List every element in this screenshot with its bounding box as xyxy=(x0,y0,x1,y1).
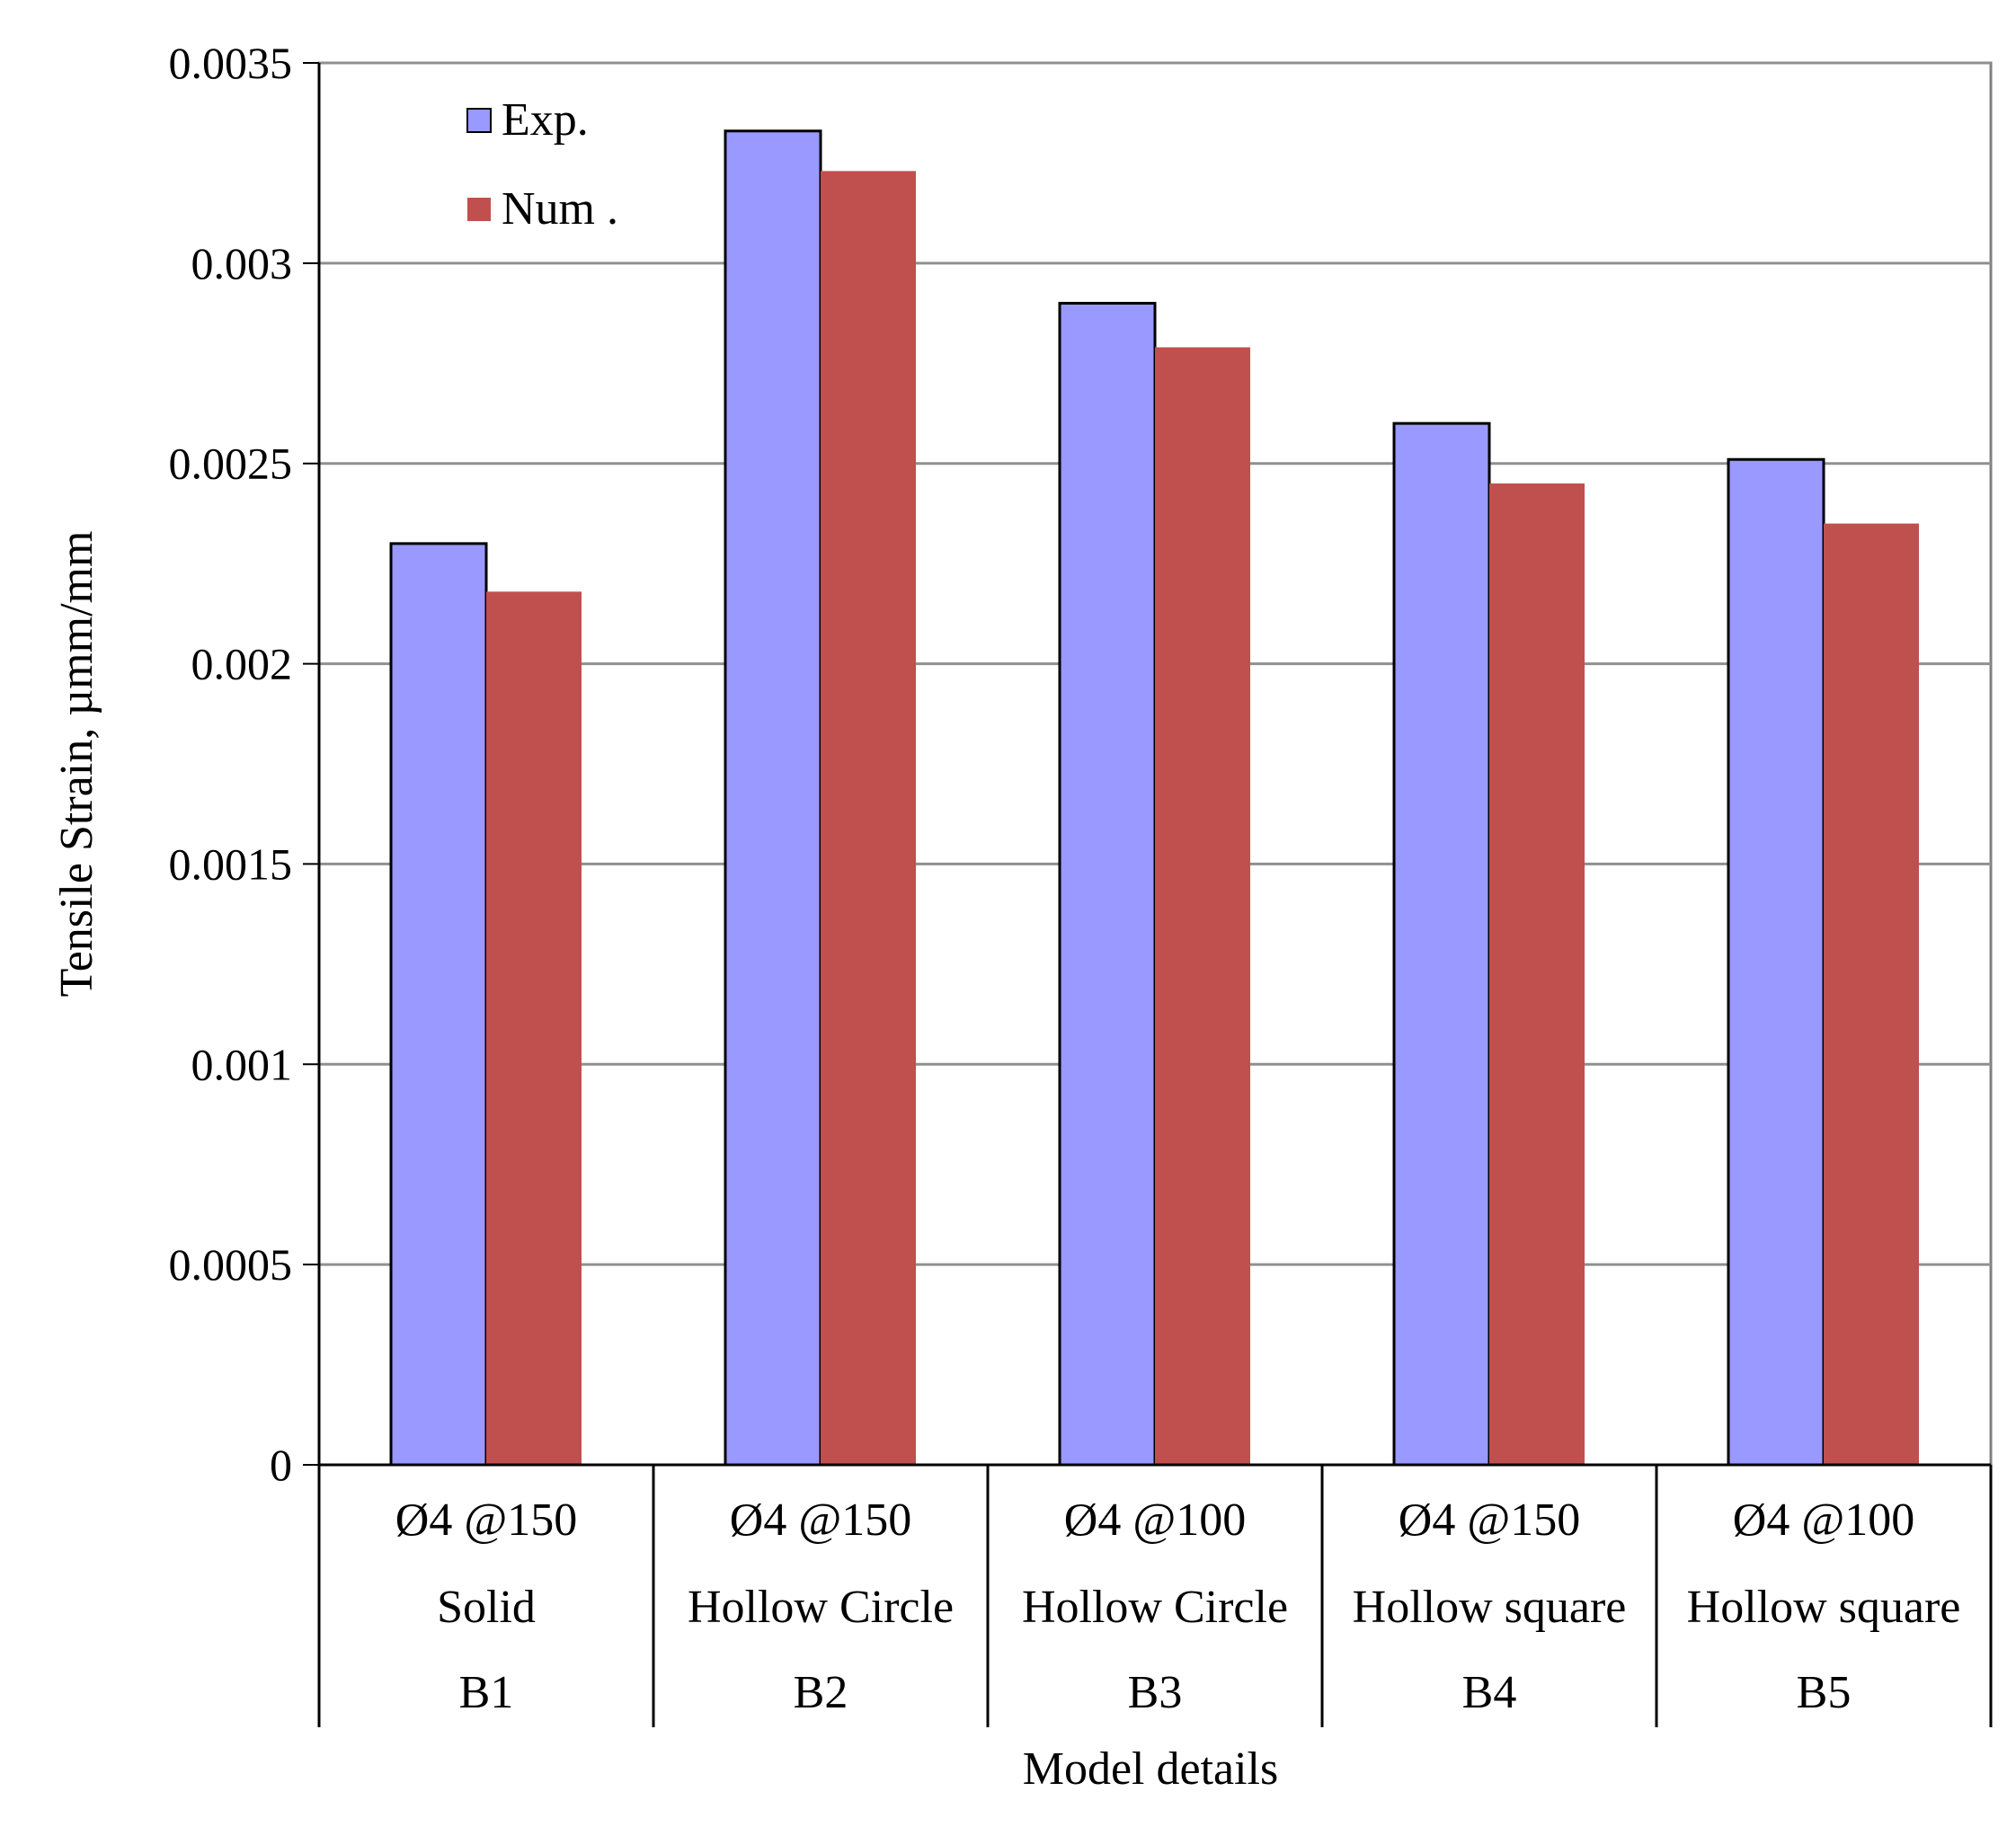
bar-num xyxy=(821,171,916,1465)
bar-exp xyxy=(724,129,822,1467)
axes xyxy=(303,62,1993,1727)
category-label: B3 xyxy=(1128,1667,1183,1718)
category-label: B5 xyxy=(1797,1667,1852,1718)
category-label: Ø4 @100 xyxy=(1064,1494,1246,1546)
y-tick-labels: 0 0.0005 0.001 0.0015 0.002 0.0025 0.003 0.0035 xyxy=(169,38,293,1490)
bars xyxy=(389,129,1919,1467)
bar-num xyxy=(1155,347,1250,1465)
category-label: Solid xyxy=(437,1582,536,1633)
legend-swatch-exp xyxy=(466,108,492,133)
category-label: B1 xyxy=(459,1667,514,1718)
bar-exp xyxy=(1392,421,1491,1467)
bar-num xyxy=(1824,523,1919,1465)
bar-num xyxy=(486,591,582,1465)
y-tick-label: 0.003 xyxy=(191,238,293,288)
category-label: B2 xyxy=(794,1667,848,1718)
y-tick-label: 0 xyxy=(270,1440,292,1490)
y-tick-label: 0.0005 xyxy=(169,1239,293,1290)
y-tick-label: 0.0015 xyxy=(169,838,293,889)
category-label: Ø4 @150 xyxy=(1399,1494,1580,1546)
y-tick-label: 0.0025 xyxy=(169,439,293,489)
category-label: Hollow Circle xyxy=(688,1582,954,1633)
legend: Exp. Num . xyxy=(466,94,618,235)
category-labels: Ø4 @150 Solid B1 Ø4 @150 Hollow Circle B2 Ø4 @… xyxy=(395,1494,1961,1718)
category-label: Ø4 @150 xyxy=(395,1494,577,1546)
category-label: Ø4 @100 xyxy=(1733,1494,1914,1546)
bar-exp xyxy=(389,542,488,1467)
bar-num xyxy=(1489,483,1585,1465)
category-label: Hollow square xyxy=(1353,1582,1627,1633)
legend-swatch-num xyxy=(467,198,491,221)
y-tick-label: 0.001 xyxy=(191,1039,293,1089)
category-label: B4 xyxy=(1462,1667,1517,1718)
legend-label-num: Num . xyxy=(502,183,618,235)
category-label: Ø4 @150 xyxy=(730,1494,911,1546)
bar-exp xyxy=(1727,457,1825,1467)
bar-exp xyxy=(1058,301,1157,1467)
category-label: Hollow square xyxy=(1687,1582,1961,1633)
y-tick-label: 0.0035 xyxy=(169,38,293,88)
x-axis-title: Model details xyxy=(1023,1743,1279,1795)
y-axis-title: Tensile Strain, µmm/mm xyxy=(51,531,102,998)
y-tick-label: 0.002 xyxy=(191,639,293,689)
category-label: Hollow Circle xyxy=(1022,1582,1288,1633)
legend-label-exp: Exp. xyxy=(502,94,589,146)
